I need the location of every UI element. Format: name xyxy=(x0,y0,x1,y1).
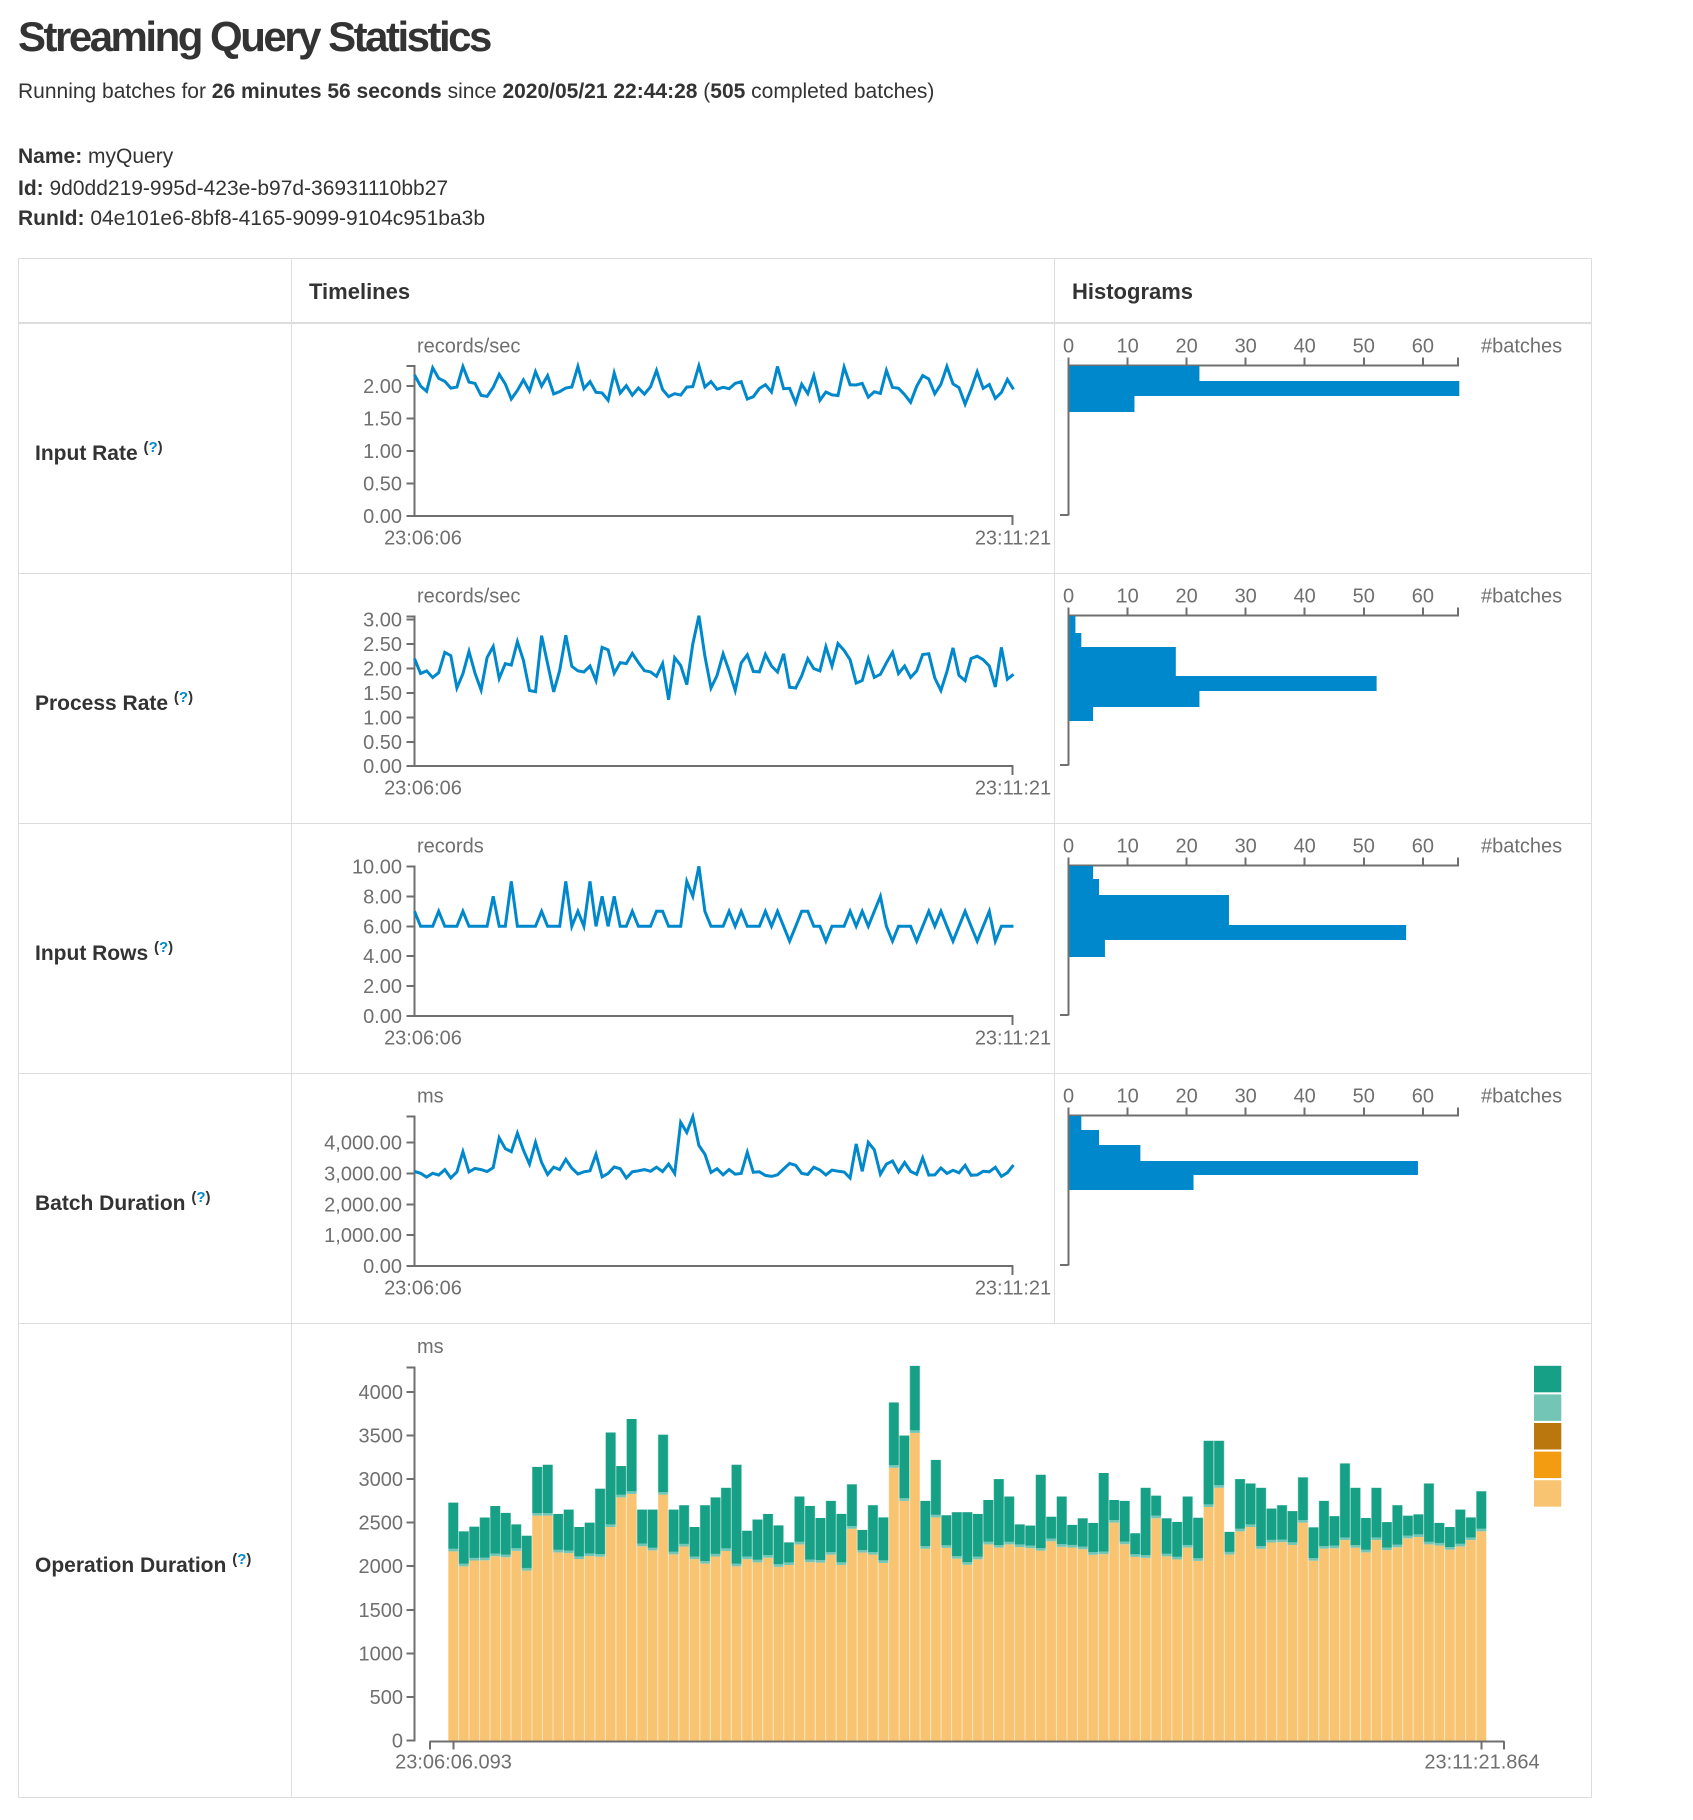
svg-text:23:06:06: 23:06:06 xyxy=(384,1278,462,1300)
svg-text:2.00: 2.00 xyxy=(363,376,402,398)
svg-text:1.00: 1.00 xyxy=(363,707,402,729)
svg-text:500: 500 xyxy=(370,1687,403,1709)
svg-text:60: 60 xyxy=(1412,836,1434,858)
svg-text:3,000.00: 3,000.00 xyxy=(324,1163,402,1185)
svg-text:0.00: 0.00 xyxy=(363,506,402,528)
svg-text:2,000.00: 2,000.00 xyxy=(324,1194,402,1216)
svg-text:1.50: 1.50 xyxy=(363,683,402,705)
svg-text:30: 30 xyxy=(1235,336,1257,358)
svg-text:23:06:06: 23:06:06 xyxy=(384,528,462,550)
svg-text:1.50: 1.50 xyxy=(363,409,402,431)
svg-text:40: 40 xyxy=(1294,586,1316,608)
svg-text:4,000.00: 4,000.00 xyxy=(324,1132,402,1154)
svg-text:4.00: 4.00 xyxy=(363,946,402,968)
svg-text:3.00: 3.00 xyxy=(363,610,402,632)
svg-text:0: 0 xyxy=(1063,336,1074,358)
svg-text:2.50: 2.50 xyxy=(363,634,402,656)
svg-text:40: 40 xyxy=(1294,336,1316,358)
svg-text:3000: 3000 xyxy=(359,1469,404,1491)
svg-text:3500: 3500 xyxy=(359,1426,404,1448)
svg-text:30: 30 xyxy=(1235,1086,1257,1108)
svg-text:0.50: 0.50 xyxy=(363,474,402,496)
svg-text:23:11:21: 23:11:21 xyxy=(975,1278,1051,1300)
svg-text:ms: ms xyxy=(417,1086,444,1108)
svg-text:2500: 2500 xyxy=(359,1513,404,1535)
svg-text:1500: 1500 xyxy=(359,1600,404,1622)
svg-text:#batches: #batches xyxy=(1481,836,1562,858)
svg-text:10: 10 xyxy=(1116,336,1138,358)
svg-text:23:11:21: 23:11:21 xyxy=(975,528,1051,550)
svg-text:23:06:06: 23:06:06 xyxy=(384,778,462,800)
svg-text:ms: ms xyxy=(417,1336,444,1358)
svg-text:20: 20 xyxy=(1175,1086,1197,1108)
svg-text:30: 30 xyxy=(1235,836,1257,858)
svg-text:#batches: #batches xyxy=(1481,1086,1562,1108)
svg-text:50: 50 xyxy=(1353,1086,1375,1108)
svg-text:2.00: 2.00 xyxy=(363,659,402,681)
svg-text:records/sec: records/sec xyxy=(417,586,520,608)
svg-text:1,000.00: 1,000.00 xyxy=(324,1225,402,1247)
svg-text:0: 0 xyxy=(1063,586,1074,608)
svg-text:0: 0 xyxy=(392,1730,403,1752)
svg-text:50: 50 xyxy=(1353,336,1375,358)
svg-text:10: 10 xyxy=(1116,586,1138,608)
svg-text:50: 50 xyxy=(1353,836,1375,858)
svg-text:0.00: 0.00 xyxy=(363,1006,402,1028)
svg-text:23:06:06.093: 23:06:06.093 xyxy=(395,1752,512,1774)
svg-text:23:06:06: 23:06:06 xyxy=(384,1028,462,1050)
svg-text:23:11:21: 23:11:21 xyxy=(975,1028,1051,1050)
svg-text:60: 60 xyxy=(1412,1086,1434,1108)
svg-text:50: 50 xyxy=(1353,586,1375,608)
svg-text:20: 20 xyxy=(1175,336,1197,358)
svg-text:30: 30 xyxy=(1235,586,1257,608)
svg-text:6.00: 6.00 xyxy=(363,916,402,938)
svg-text:60: 60 xyxy=(1412,336,1434,358)
svg-text:0.00: 0.00 xyxy=(363,756,402,778)
svg-text:1000: 1000 xyxy=(359,1643,404,1665)
svg-text:8.00: 8.00 xyxy=(363,886,402,908)
svg-text:records: records xyxy=(417,836,484,858)
svg-text:4000: 4000 xyxy=(359,1382,404,1404)
svg-text:2.00: 2.00 xyxy=(363,976,402,998)
svg-text:0.00: 0.00 xyxy=(363,1256,402,1278)
svg-text:20: 20 xyxy=(1175,836,1197,858)
svg-text:60: 60 xyxy=(1412,586,1434,608)
svg-text:records/sec: records/sec xyxy=(417,336,520,358)
svg-text:0: 0 xyxy=(1063,836,1074,858)
svg-text:1.00: 1.00 xyxy=(363,441,402,463)
svg-text:#batches: #batches xyxy=(1481,336,1562,358)
svg-text:23:11:21: 23:11:21 xyxy=(975,778,1051,800)
svg-text:10: 10 xyxy=(1116,836,1138,858)
svg-text:10.00: 10.00 xyxy=(352,856,402,878)
svg-text:20: 20 xyxy=(1175,586,1197,608)
svg-text:0: 0 xyxy=(1063,1086,1074,1108)
svg-text:40: 40 xyxy=(1294,836,1316,858)
svg-text:10: 10 xyxy=(1116,1086,1138,1108)
svg-text:0.50: 0.50 xyxy=(363,732,402,754)
svg-text:2000: 2000 xyxy=(359,1556,404,1578)
svg-text:#batches: #batches xyxy=(1481,586,1562,608)
svg-text:23:11:21.864: 23:11:21.864 xyxy=(1424,1752,1539,1774)
svg-text:40: 40 xyxy=(1294,1086,1316,1108)
